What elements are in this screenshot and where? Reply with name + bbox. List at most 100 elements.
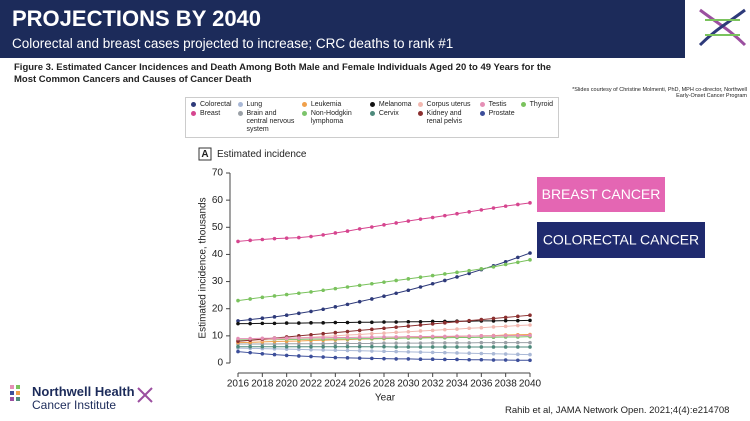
- data-point: [284, 313, 289, 318]
- x-tick-label: 2018: [251, 379, 274, 390]
- data-point: [516, 323, 520, 328]
- legend-label: Leukemia: [310, 101, 342, 108]
- data-point: [430, 281, 435, 286]
- data-point: [528, 333, 532, 338]
- data-point: [503, 262, 508, 267]
- data-point: [443, 321, 447, 325]
- data-point: [357, 344, 362, 349]
- data-point: [418, 334, 423, 339]
- data-point: [357, 335, 362, 340]
- data-point: [382, 341, 386, 345]
- data-point: [357, 227, 362, 231]
- data-point: [528, 340, 532, 345]
- legend-item: Lung: [237, 101, 296, 109]
- legend-marker: [191, 111, 196, 116]
- data-point: [382, 320, 386, 324]
- data-point: [455, 327, 459, 331]
- data-point: [430, 334, 435, 339]
- x-tick-label: 2024: [324, 379, 347, 390]
- data-point: [297, 341, 301, 346]
- panel-title: Estimated incidence: [217, 149, 307, 160]
- data-point: [491, 340, 496, 345]
- data-point: [455, 351, 459, 355]
- data-point: [309, 354, 313, 359]
- data-point: [455, 270, 459, 275]
- legend-marker: [417, 102, 423, 107]
- data-point: [321, 288, 325, 293]
- data-point: [333, 231, 338, 235]
- annotation-box: [537, 177, 665, 212]
- data-point: [248, 321, 252, 326]
- data-point: [418, 350, 423, 354]
- data-point: [418, 275, 423, 280]
- data-point: [443, 334, 447, 339]
- data-point: [406, 329, 411, 334]
- dna-icon: [698, 8, 747, 47]
- legend-label: Testis: [488, 101, 507, 108]
- data-point: [443, 350, 447, 355]
- legend-marker: [369, 102, 375, 107]
- data-point: [491, 358, 496, 362]
- data-point: [248, 238, 252, 243]
- data-point: [321, 348, 325, 352]
- data-point: [455, 275, 459, 279]
- legend-item: Corpus uterus: [417, 101, 474, 109]
- data-point: [430, 328, 435, 333]
- data-point: [394, 221, 398, 225]
- data-point: [443, 278, 447, 283]
- data-point: [455, 334, 459, 338]
- data-point: [394, 330, 398, 335]
- data-point: [443, 272, 447, 276]
- data-point: [394, 341, 398, 345]
- data-point: [467, 341, 471, 345]
- data-point: [467, 345, 471, 349]
- data-point: [382, 335, 386, 339]
- data-point: [309, 309, 313, 314]
- data-point: [394, 320, 398, 324]
- data-point: [491, 334, 496, 338]
- y-tick-label: 30: [212, 276, 224, 287]
- data-point: [430, 341, 435, 345]
- series-line: [237, 202, 531, 242]
- data-point: [272, 315, 277, 319]
- data-point: [345, 329, 350, 334]
- data-point: [406, 277, 411, 281]
- data-point: [260, 351, 265, 356]
- data-point: [357, 341, 362, 346]
- y-tick-label: 50: [212, 222, 224, 233]
- data-point: [297, 291, 301, 296]
- data-point: [491, 345, 496, 349]
- data-point: [467, 318, 471, 323]
- legend-item: Leukemia: [301, 101, 364, 109]
- data-point: [479, 334, 484, 338]
- data-point: [321, 233, 325, 237]
- annotation-box: [537, 222, 705, 258]
- data-point: [528, 201, 532, 205]
- x-tick-label: 2036: [470, 379, 493, 390]
- data-point: [382, 280, 386, 284]
- data-point: [357, 299, 362, 304]
- data-point: [503, 324, 508, 329]
- legend-marker: [369, 111, 375, 116]
- data-point: [394, 349, 398, 354]
- legend-marker: [237, 102, 243, 107]
- data-point: [516, 260, 520, 265]
- data-point: [394, 291, 398, 296]
- x-axis-label: Year: [375, 393, 396, 404]
- data-point: [479, 208, 484, 212]
- data-point: [406, 345, 411, 349]
- data-point: [443, 213, 447, 218]
- legend-marker: [520, 102, 526, 107]
- data-point: [357, 348, 362, 353]
- data-point: [418, 323, 423, 327]
- data-point: [382, 326, 386, 331]
- data-point: [382, 294, 386, 299]
- data-point: [260, 321, 265, 326]
- data-point: [406, 341, 411, 345]
- data-point: [479, 340, 484, 345]
- data-point: [236, 319, 240, 323]
- data-point: [430, 357, 435, 362]
- data-point: [516, 352, 520, 357]
- data-point: [333, 330, 338, 335]
- data-point: [272, 352, 277, 357]
